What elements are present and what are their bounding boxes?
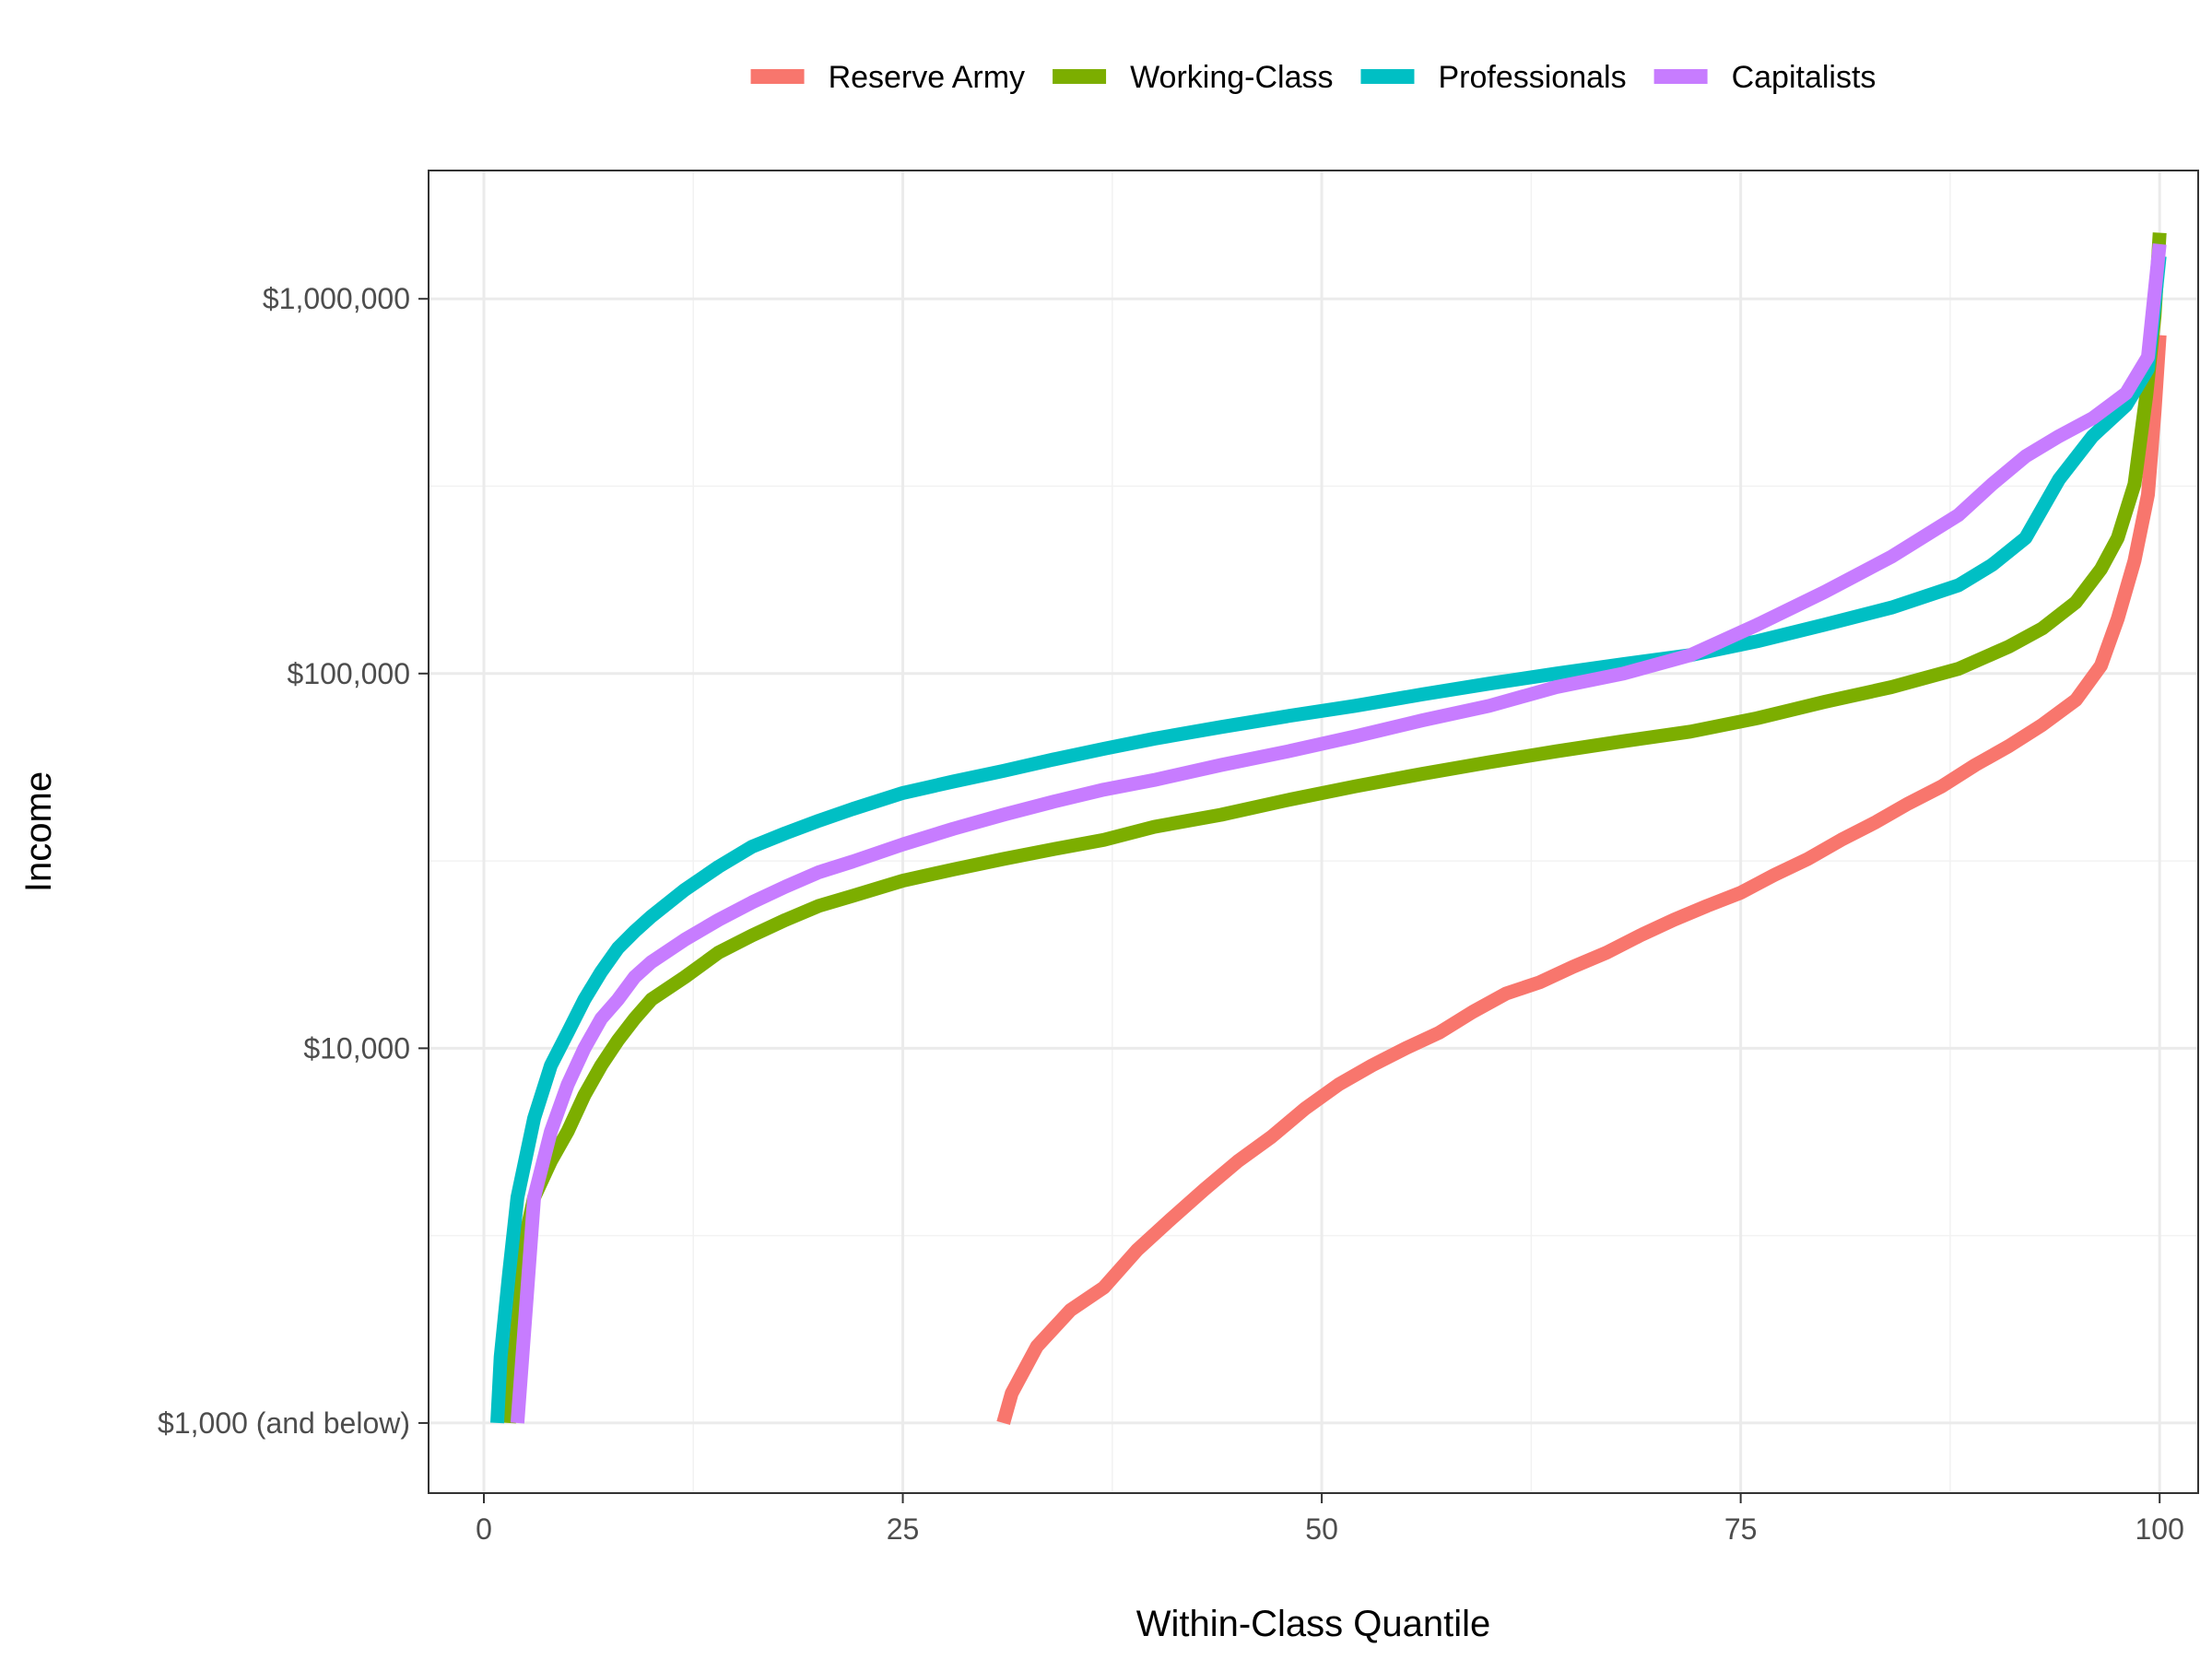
x-tick-label: 50 bbox=[1305, 1512, 1338, 1546]
y-axis-title: Income bbox=[18, 771, 59, 892]
legend-key-working-class bbox=[1053, 69, 1107, 84]
series-line-professionals bbox=[490, 255, 2167, 1424]
x-axis: 0 25 50 75 100 bbox=[476, 1493, 2184, 1546]
plot-panel bbox=[429, 171, 2198, 1493]
legend: Reserve Army Working-Class Professionals Ca… bbox=[750, 60, 1877, 95]
x-axis-title: Within-Class Quantile bbox=[1136, 1604, 1491, 1644]
legend-label-working-class: Working-Class bbox=[1130, 60, 1333, 95]
legend-key-capitalists bbox=[1653, 69, 1708, 84]
legend-key-professionals bbox=[1360, 69, 1415, 84]
plot-panel-border bbox=[428, 170, 2199, 1494]
y-tick-label: $100,000 bbox=[288, 657, 410, 690]
major-gridlines bbox=[429, 171, 2198, 1493]
x-tick-label: 25 bbox=[887, 1512, 920, 1546]
y-tick-label: $1,000,000 bbox=[263, 282, 410, 315]
x-tick-label: 100 bbox=[2135, 1512, 2183, 1546]
series-line-capitalists bbox=[510, 243, 2167, 1424]
legend-label-capitalists: Capitalists bbox=[1732, 60, 1877, 95]
legend-key-reserve-army bbox=[750, 69, 805, 84]
series-line-working-class bbox=[501, 232, 2167, 1424]
y-tick-label: $10,000 bbox=[303, 1031, 410, 1065]
y-axis: $1,000 (and below) $10,000 $100,000 $1,000,… bbox=[158, 282, 429, 1440]
x-tick-label: 0 bbox=[476, 1512, 492, 1546]
series-lines bbox=[490, 232, 2167, 1425]
legend-label-professionals: Professionals bbox=[1438, 60, 1626, 95]
y-tick-label: $1,000 (and below) bbox=[158, 1406, 410, 1440]
series-line-reserve-army bbox=[996, 335, 2167, 1425]
legend-label-reserve-army: Reserve Army bbox=[829, 60, 1026, 95]
x-tick-label: 75 bbox=[1724, 1512, 1758, 1546]
